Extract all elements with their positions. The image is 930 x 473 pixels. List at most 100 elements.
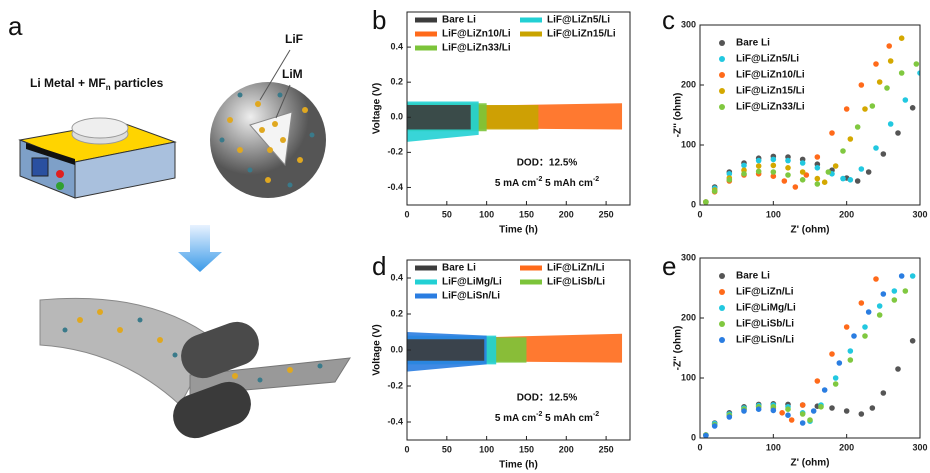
annotation-part: -2 (536, 411, 542, 418)
annotation-part: -2 (593, 176, 599, 183)
plot-frame (406, 11, 631, 206)
data-point (909, 273, 916, 279)
x-tick-label: 100 (766, 442, 781, 452)
data-point (902, 288, 909, 294)
data-point (869, 405, 876, 411)
data-point (770, 169, 777, 175)
data-point (843, 106, 850, 112)
data-point (917, 70, 920, 76)
data-point (858, 166, 865, 172)
data-point (873, 61, 879, 67)
lif-dots (227, 101, 308, 183)
data-point (884, 85, 890, 91)
legend-swatch (719, 40, 725, 46)
data-point (741, 171, 747, 177)
legend-swatch (719, 104, 725, 110)
data-point (887, 58, 894, 64)
y-axis-label: Voltage (V) (372, 83, 383, 134)
foil-dots (62, 317, 323, 383)
y-tick-label: 300 (681, 19, 696, 29)
legend-label: LiF@LiZn33/Li (736, 102, 805, 113)
data-point (814, 175, 821, 182)
data-point (770, 407, 777, 414)
data-point (799, 169, 806, 175)
x-tick-label: 250 (599, 444, 614, 454)
data-point (862, 324, 868, 330)
data-point (755, 168, 762, 175)
plot-area (407, 101, 623, 142)
data-point (887, 121, 894, 127)
annotation: DOD：12.5% (517, 393, 578, 404)
legend-label: LiF@LiZn/Li (547, 263, 605, 274)
label-lif: LiF (285, 32, 303, 46)
data-point (869, 103, 876, 109)
pointer (259, 49, 291, 101)
data-point (847, 177, 854, 183)
panel-label: c (662, 5, 675, 35)
label-lim: LiM (282, 67, 303, 81)
data-point (862, 106, 868, 112)
data-point (832, 375, 839, 381)
x-tick-label: 100 (479, 209, 494, 219)
data-point (843, 324, 850, 330)
data-point (891, 288, 898, 294)
legend-label: LiF@LiZn15/Li (736, 86, 805, 97)
legend-swatch (719, 88, 725, 94)
x-tick-label: 200 (839, 442, 854, 452)
legend-label: LiF@LiSb/Li (736, 319, 794, 330)
y-tick-label: 0 (691, 432, 696, 442)
data-point (785, 157, 791, 164)
data-point (818, 404, 824, 410)
y-tick-label: 200 (681, 79, 696, 89)
annotation: DOD：12.5% (517, 158, 578, 169)
data-point (741, 162, 747, 169)
legend-swatch (719, 72, 725, 78)
illustration-title: Li Metal + MFn particles (30, 76, 164, 92)
panel-label: e (662, 251, 676, 281)
x-tick-label: 200 (839, 209, 854, 219)
voltage-band (407, 104, 471, 130)
plot-area (703, 35, 920, 205)
data-point (821, 387, 828, 393)
roller (173, 381, 251, 439)
y-tick-label: -0.2 (387, 380, 403, 390)
data-point (832, 381, 839, 387)
panel-label: d (372, 251, 386, 281)
data-point (726, 414, 733, 420)
legend-label: LiF@LiSn/Li (736, 335, 794, 346)
y-tick-label: 200 (681, 312, 696, 322)
data-point (726, 171, 733, 177)
data-point (770, 162, 777, 169)
y-tick-label: 300 (681, 252, 696, 262)
y-tick-label: -0.2 (387, 147, 403, 157)
data-point (898, 273, 905, 279)
data-point (909, 105, 916, 111)
data-point (810, 408, 817, 414)
data-point (726, 177, 733, 183)
chart: 0 100 200 300 0 100 200 300 Z' (ohm) -Z'' (ohm) Ba… (673, 252, 928, 468)
metal-disk (71, 117, 129, 139)
y-tick-label: -0.4 (387, 182, 403, 192)
process-arrow (178, 225, 222, 272)
x-tick-label: 100 (766, 209, 781, 219)
data-point (821, 179, 828, 185)
legend-label: LiF@LiZn33/Li (442, 43, 511, 54)
data-point (865, 169, 872, 175)
y-tick-label: 0.0 (390, 344, 403, 354)
data-point (799, 402, 806, 408)
legend-label: LiF@LiZn10/Li (736, 70, 805, 81)
data-point (891, 297, 898, 303)
data-point (843, 408, 850, 414)
data-point (832, 163, 839, 169)
x-axis-label: Time (h) (499, 460, 538, 471)
legend-label: LiF@LiZn15/Li (547, 29, 616, 40)
y-tick-label: 0.4 (390, 41, 403, 51)
x-tick-label: 150 (519, 209, 534, 219)
data-point (785, 406, 791, 413)
data-point (880, 291, 887, 297)
data-point (876, 79, 883, 85)
x-tick-label: 300 (912, 209, 927, 219)
legend-label: Bare Li (442, 263, 476, 274)
annotation: 5 mA cm-2 5 mAh cm-2 (495, 411, 599, 424)
data-point (799, 160, 806, 166)
